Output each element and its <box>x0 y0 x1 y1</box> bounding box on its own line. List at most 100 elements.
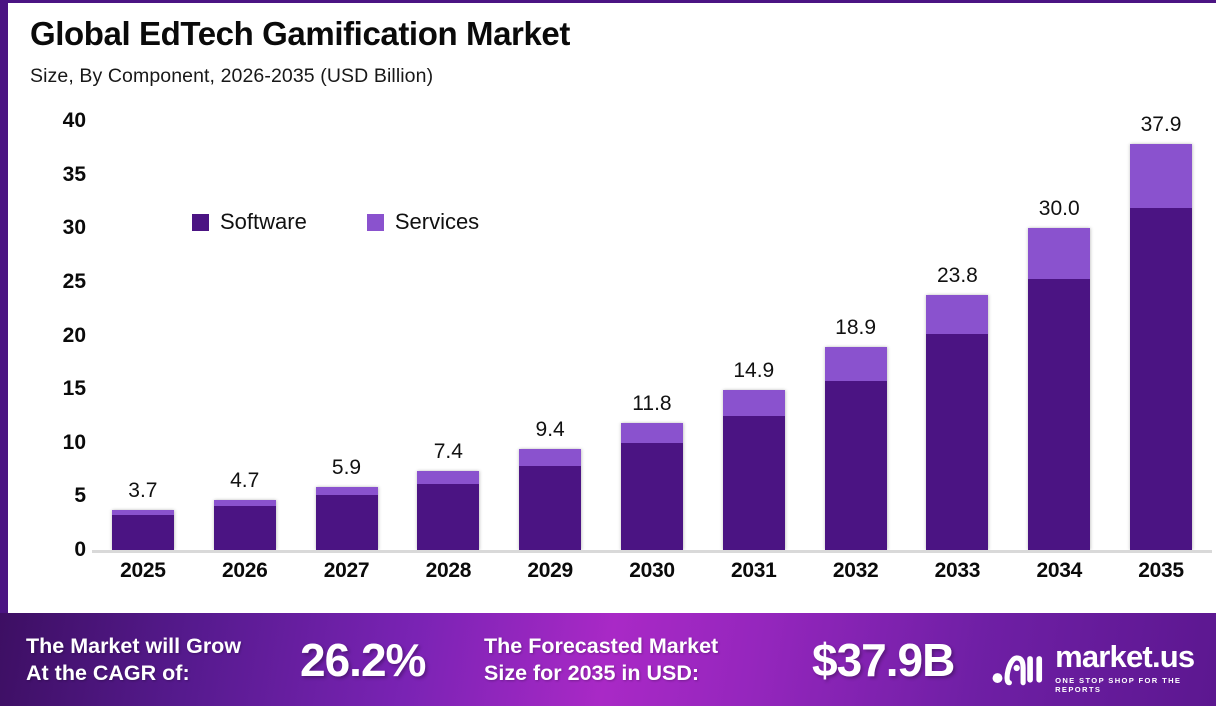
legend-label-services: Services <box>394 209 480 234</box>
bar-column[interactable]: 9.4 <box>499 121 601 550</box>
bar-stack[interactable] <box>722 390 785 550</box>
bar-value-label: 4.7 <box>230 468 260 492</box>
x-axis-tick: 2030 <box>629 559 675 582</box>
bar-column[interactable]: 3.7 <box>92 121 194 550</box>
bar-value-label: 14.9 <box>733 359 775 383</box>
y-axis-tick: 25 <box>62 269 86 293</box>
bar-stack[interactable] <box>926 294 989 550</box>
bar-column[interactable]: 23.8 <box>907 121 1009 550</box>
bar-segment-software[interactable] <box>111 514 174 550</box>
bar-value-label: 23.8 <box>936 263 978 287</box>
market-us-logo[interactable]: market.us ONE STOP SHOP FOR THE REPORTS <box>992 641 1216 694</box>
bar-stack[interactable] <box>315 486 378 550</box>
bar-stack[interactable] <box>111 510 174 550</box>
y-axis-tick: 5 <box>74 484 86 508</box>
bar-column[interactable]: 14.9 <box>703 121 805 550</box>
bar-segment-services[interactable] <box>417 470 480 484</box>
bar-segment-software[interactable] <box>1130 207 1193 550</box>
bar-column[interactable]: 37.9 <box>1110 113 1212 550</box>
bar-value-label: 18.9 <box>835 316 877 340</box>
y-axis-tick: 20 <box>62 323 86 347</box>
x-axis-tick: 2034 <box>1036 559 1082 582</box>
bar-segment-services[interactable] <box>824 347 887 381</box>
legend-label-software: Software <box>220 209 307 234</box>
x-axis-tick: 2033 <box>934 559 981 582</box>
bar-segment-services[interactable] <box>111 510 174 515</box>
logo-name: market.us <box>1055 639 1195 674</box>
y-axis-tick: 30 <box>62 216 86 240</box>
bar-column[interactable]: 30.0 <box>1008 121 1110 550</box>
legend-item-software[interactable]: Software <box>192 209 307 235</box>
bar-stack[interactable] <box>1130 143 1193 550</box>
bar-segment-software[interactable] <box>315 495 378 550</box>
bar-value-label: 11.8 <box>632 392 672 416</box>
chart-legend: Software Services <box>192 209 479 235</box>
y-axis-tick: 15 <box>62 377 86 401</box>
bar-segment-services[interactable] <box>926 294 989 335</box>
bar-segment-software[interactable] <box>417 483 480 550</box>
y-axis-tick: 40 <box>62 109 86 132</box>
plot-area: 40 35 30 25 20 15 10 5 0 Software Services 3.7 4.… <box>63 109 1212 561</box>
x-axis-tick: 2032 <box>832 559 879 582</box>
y-axis-tick: 10 <box>62 430 86 454</box>
x-axis: 2025 2026 2027 2028 2029 2030 2031 2032 2033 2034… <box>92 559 1212 583</box>
bar-segment-services[interactable] <box>1028 228 1091 279</box>
bar-value-label: 30.0 <box>1038 197 1080 221</box>
x-axis-tick: 2035 <box>1138 559 1184 582</box>
x-axis-tick: 2025 <box>120 559 166 582</box>
bar-segment-services[interactable] <box>519 449 582 467</box>
bottom-banner: The Market will Grow At the CAGR of: 26.… <box>0 613 1216 706</box>
bar-segment-services[interactable] <box>620 423 683 443</box>
cagr-caption: The Market will Grow At the CAGR of: <box>26 633 242 685</box>
bar-group: 3.7 4.7 5.9 7.4 9.4 11.8 14.9 18.9 23.8 30.0 37.9 <box>92 113 1212 550</box>
logo-tagline: ONE STOP SHOP FOR THE REPORTS <box>1055 676 1182 694</box>
bar-segment-software[interactable] <box>519 466 582 550</box>
legend-item-services[interactable]: Services <box>366 209 480 235</box>
y-axis-tick: 35 <box>62 162 86 186</box>
bar-stack[interactable] <box>417 470 480 550</box>
x-axis-line <box>92 550 1212 553</box>
bar-column[interactable]: 5.9 <box>296 121 398 550</box>
bar-stack[interactable] <box>213 499 276 550</box>
bar-segment-software[interactable] <box>926 334 989 550</box>
bar-column[interactable]: 4.7 <box>194 121 296 550</box>
forecast-value: $37.9B <box>812 633 955 686</box>
bar-segment-services[interactable] <box>722 390 785 416</box>
bar-segment-services[interactable] <box>1130 143 1193 208</box>
cagr-value: 26.2% <box>300 633 426 686</box>
bar-value-label: 9.4 <box>535 418 565 442</box>
chart-header: Global EdTech Gamification Market Size, … <box>30 15 570 88</box>
bar-value-label: 7.4 <box>433 439 463 463</box>
bar-column[interactable]: 11.8 <box>601 121 703 550</box>
bar-column[interactable]: 18.9 <box>805 121 907 550</box>
x-axis-tick: 2028 <box>425 559 472 582</box>
bar-value-label: 3.7 <box>128 479 158 503</box>
bar-value-label: 37.9 <box>1140 112 1182 136</box>
y-axis: 40 35 30 25 20 15 10 5 0 <box>30 109 86 561</box>
x-axis-tick: 2031 <box>731 559 777 582</box>
forecast-caption: The Forecasted Market Size for 2035 in U… <box>484 633 719 685</box>
bar-segment-software[interactable] <box>213 506 276 550</box>
bar-segment-software[interactable] <box>722 415 785 550</box>
x-axis-tick: 2029 <box>527 559 573 582</box>
page-title: Global EdTech Gamification Market <box>30 15 570 52</box>
market-us-logo-icon <box>992 654 1043 685</box>
bar-column[interactable]: 7.4 <box>397 121 499 550</box>
legend-swatch-services-icon <box>366 213 384 231</box>
bar-segment-services[interactable] <box>315 486 378 496</box>
bar-stack[interactable] <box>1028 228 1091 550</box>
x-axis-tick: 2026 <box>221 559 268 582</box>
bar-segment-software[interactable] <box>1028 278 1091 550</box>
bar-segment-services[interactable] <box>213 499 276 507</box>
chart-subtitle: Size, By Component, 2026-2035 (USD Billi… <box>30 64 434 87</box>
bar-stack[interactable] <box>824 347 887 550</box>
legend-swatch-software-icon <box>192 213 209 231</box>
x-axis-tick: 2027 <box>323 559 370 582</box>
logo-text: market.us ONE STOP SHOP FOR THE REPORTS <box>1055 641 1216 694</box>
bar-value-label: 5.9 <box>331 455 362 479</box>
bar-stack[interactable] <box>620 423 683 550</box>
bar-stack[interactable] <box>519 449 582 550</box>
bar-segment-software[interactable] <box>620 442 683 550</box>
bar-segment-software[interactable] <box>824 380 887 550</box>
